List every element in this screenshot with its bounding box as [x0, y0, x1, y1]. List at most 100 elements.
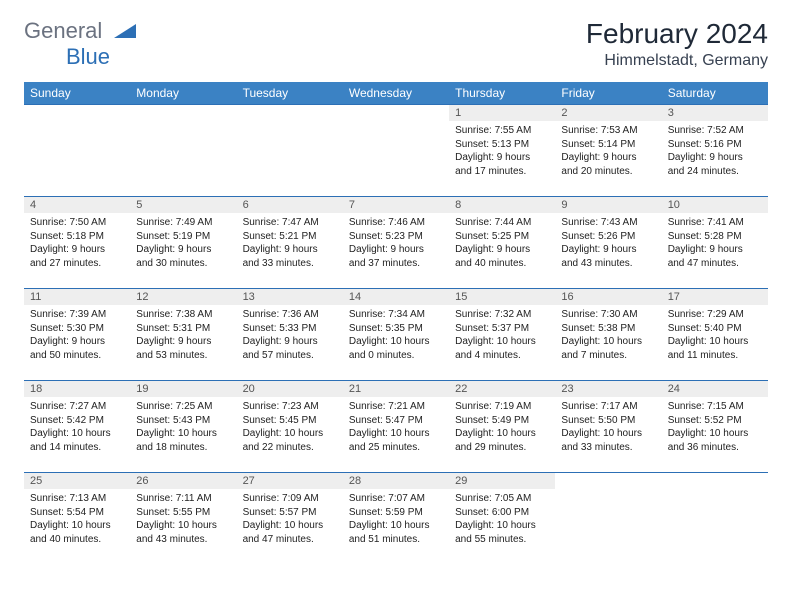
sunset-text: Sunset: 5:25 PM	[455, 230, 549, 244]
calendar-cell: 12Sunrise: 7:38 AMSunset: 5:31 PMDayligh…	[130, 289, 236, 381]
calendar-cell	[130, 105, 236, 197]
daylight-text: Daylight: 10 hours and 18 minutes.	[136, 427, 230, 454]
weekday-header-row: Sunday Monday Tuesday Wednesday Thursday…	[24, 82, 768, 105]
calendar-cell: 25Sunrise: 7:13 AMSunset: 5:54 PMDayligh…	[24, 473, 130, 565]
day-number: 10	[662, 197, 768, 213]
cell-body: Sunrise: 7:34 AMSunset: 5:35 PMDaylight:…	[343, 305, 449, 368]
sunset-text: Sunset: 5:19 PM	[136, 230, 230, 244]
calendar-cell	[662, 473, 768, 565]
cell-body: Sunrise: 7:52 AMSunset: 5:16 PMDaylight:…	[662, 121, 768, 184]
day-number	[555, 473, 661, 489]
daylight-text: Daylight: 9 hours and 43 minutes.	[561, 243, 655, 270]
calendar-row: 1Sunrise: 7:55 AMSunset: 5:13 PMDaylight…	[24, 105, 768, 197]
sunrise-text: Sunrise: 7:30 AM	[561, 308, 655, 322]
calendar-cell: 21Sunrise: 7:21 AMSunset: 5:47 PMDayligh…	[343, 381, 449, 473]
cell-body: Sunrise: 7:09 AMSunset: 5:57 PMDaylight:…	[237, 489, 343, 552]
calendar-cell: 22Sunrise: 7:19 AMSunset: 5:49 PMDayligh…	[449, 381, 555, 473]
day-number	[343, 105, 449, 121]
sunrise-text: Sunrise: 7:09 AM	[243, 492, 337, 506]
calendar-cell: 2Sunrise: 7:53 AMSunset: 5:14 PMDaylight…	[555, 105, 661, 197]
daylight-text: Daylight: 10 hours and 29 minutes.	[455, 427, 549, 454]
sunset-text: Sunset: 5:47 PM	[349, 414, 443, 428]
sunrise-text: Sunrise: 7:19 AM	[455, 400, 549, 414]
sunset-text: Sunset: 5:50 PM	[561, 414, 655, 428]
day-number: 12	[130, 289, 236, 305]
cell-body: Sunrise: 7:41 AMSunset: 5:28 PMDaylight:…	[662, 213, 768, 276]
cell-body: Sunrise: 7:55 AMSunset: 5:13 PMDaylight:…	[449, 121, 555, 184]
sunrise-text: Sunrise: 7:43 AM	[561, 216, 655, 230]
day-number	[24, 105, 130, 121]
calendar-cell: 1Sunrise: 7:55 AMSunset: 5:13 PMDaylight…	[449, 105, 555, 197]
month-title: February 2024	[586, 18, 768, 50]
cell-body: Sunrise: 7:17 AMSunset: 5:50 PMDaylight:…	[555, 397, 661, 460]
calendar-cell: 29Sunrise: 7:05 AMSunset: 6:00 PMDayligh…	[449, 473, 555, 565]
day-number: 23	[555, 381, 661, 397]
calendar-cell: 13Sunrise: 7:36 AMSunset: 5:33 PMDayligh…	[237, 289, 343, 381]
day-number: 4	[24, 197, 130, 213]
cell-body: Sunrise: 7:53 AMSunset: 5:14 PMDaylight:…	[555, 121, 661, 184]
daylight-text: Daylight: 9 hours and 30 minutes.	[136, 243, 230, 270]
sunset-text: Sunset: 5:57 PM	[243, 506, 337, 520]
cell-body: Sunrise: 7:11 AMSunset: 5:55 PMDaylight:…	[130, 489, 236, 552]
day-number: 6	[237, 197, 343, 213]
calendar-cell	[343, 105, 449, 197]
calendar-cell: 6Sunrise: 7:47 AMSunset: 5:21 PMDaylight…	[237, 197, 343, 289]
sunrise-text: Sunrise: 7:41 AM	[668, 216, 762, 230]
day-number: 28	[343, 473, 449, 489]
sunrise-text: Sunrise: 7:29 AM	[668, 308, 762, 322]
daylight-text: Daylight: 9 hours and 47 minutes.	[668, 243, 762, 270]
daylight-text: Daylight: 10 hours and 22 minutes.	[243, 427, 337, 454]
day-number: 1	[449, 105, 555, 121]
sunrise-text: Sunrise: 7:32 AM	[455, 308, 549, 322]
weekday-header: Friday	[555, 82, 661, 105]
calendar-row: 11Sunrise: 7:39 AMSunset: 5:30 PMDayligh…	[24, 289, 768, 381]
sunset-text: Sunset: 5:33 PM	[243, 322, 337, 336]
day-number: 2	[555, 105, 661, 121]
sunrise-text: Sunrise: 7:25 AM	[136, 400, 230, 414]
sunrise-text: Sunrise: 7:11 AM	[136, 492, 230, 506]
daylight-text: Daylight: 10 hours and 40 minutes.	[30, 519, 124, 546]
cell-body: Sunrise: 7:44 AMSunset: 5:25 PMDaylight:…	[449, 213, 555, 276]
sunrise-text: Sunrise: 7:07 AM	[349, 492, 443, 506]
sunrise-text: Sunrise: 7:36 AM	[243, 308, 337, 322]
daylight-text: Daylight: 9 hours and 24 minutes.	[668, 151, 762, 178]
calendar-cell: 8Sunrise: 7:44 AMSunset: 5:25 PMDaylight…	[449, 197, 555, 289]
daylight-text: Daylight: 9 hours and 50 minutes.	[30, 335, 124, 362]
sunset-text: Sunset: 5:13 PM	[455, 138, 549, 152]
calendar-cell	[237, 105, 343, 197]
logo-text-general: General	[24, 18, 102, 43]
daylight-text: Daylight: 10 hours and 25 minutes.	[349, 427, 443, 454]
weekday-header: Sunday	[24, 82, 130, 105]
sunrise-text: Sunrise: 7:55 AM	[455, 124, 549, 138]
sunrise-text: Sunrise: 7:38 AM	[136, 308, 230, 322]
daylight-text: Daylight: 9 hours and 53 minutes.	[136, 335, 230, 362]
daylight-text: Daylight: 10 hours and 47 minutes.	[243, 519, 337, 546]
calendar-cell: 28Sunrise: 7:07 AMSunset: 5:59 PMDayligh…	[343, 473, 449, 565]
daylight-text: Daylight: 10 hours and 36 minutes.	[668, 427, 762, 454]
sunset-text: Sunset: 5:28 PM	[668, 230, 762, 244]
sunrise-text: Sunrise: 7:34 AM	[349, 308, 443, 322]
daylight-text: Daylight: 10 hours and 4 minutes.	[455, 335, 549, 362]
cell-body: Sunrise: 7:15 AMSunset: 5:52 PMDaylight:…	[662, 397, 768, 460]
day-number: 15	[449, 289, 555, 305]
cell-body: Sunrise: 7:25 AMSunset: 5:43 PMDaylight:…	[130, 397, 236, 460]
sunset-text: Sunset: 5:37 PM	[455, 322, 549, 336]
sunset-text: Sunset: 5:55 PM	[136, 506, 230, 520]
daylight-text: Daylight: 9 hours and 37 minutes.	[349, 243, 443, 270]
sunrise-text: Sunrise: 7:46 AM	[349, 216, 443, 230]
calendar-cell: 24Sunrise: 7:15 AMSunset: 5:52 PMDayligh…	[662, 381, 768, 473]
day-number: 13	[237, 289, 343, 305]
cell-body: Sunrise: 7:47 AMSunset: 5:21 PMDaylight:…	[237, 213, 343, 276]
calendar-cell: 27Sunrise: 7:09 AMSunset: 5:57 PMDayligh…	[237, 473, 343, 565]
weekday-header: Monday	[130, 82, 236, 105]
calendar-cell: 4Sunrise: 7:50 AMSunset: 5:18 PMDaylight…	[24, 197, 130, 289]
sunset-text: Sunset: 5:23 PM	[349, 230, 443, 244]
sunset-text: Sunset: 5:26 PM	[561, 230, 655, 244]
logo-text-blue: Blue	[66, 44, 110, 69]
calendar-cell: 10Sunrise: 7:41 AMSunset: 5:28 PMDayligh…	[662, 197, 768, 289]
cell-body: Sunrise: 7:36 AMSunset: 5:33 PMDaylight:…	[237, 305, 343, 368]
calendar-table: Sunday Monday Tuesday Wednesday Thursday…	[24, 82, 768, 565]
daylight-text: Daylight: 9 hours and 40 minutes.	[455, 243, 549, 270]
calendar-cell: 20Sunrise: 7:23 AMSunset: 5:45 PMDayligh…	[237, 381, 343, 473]
cell-body: Sunrise: 7:49 AMSunset: 5:19 PMDaylight:…	[130, 213, 236, 276]
